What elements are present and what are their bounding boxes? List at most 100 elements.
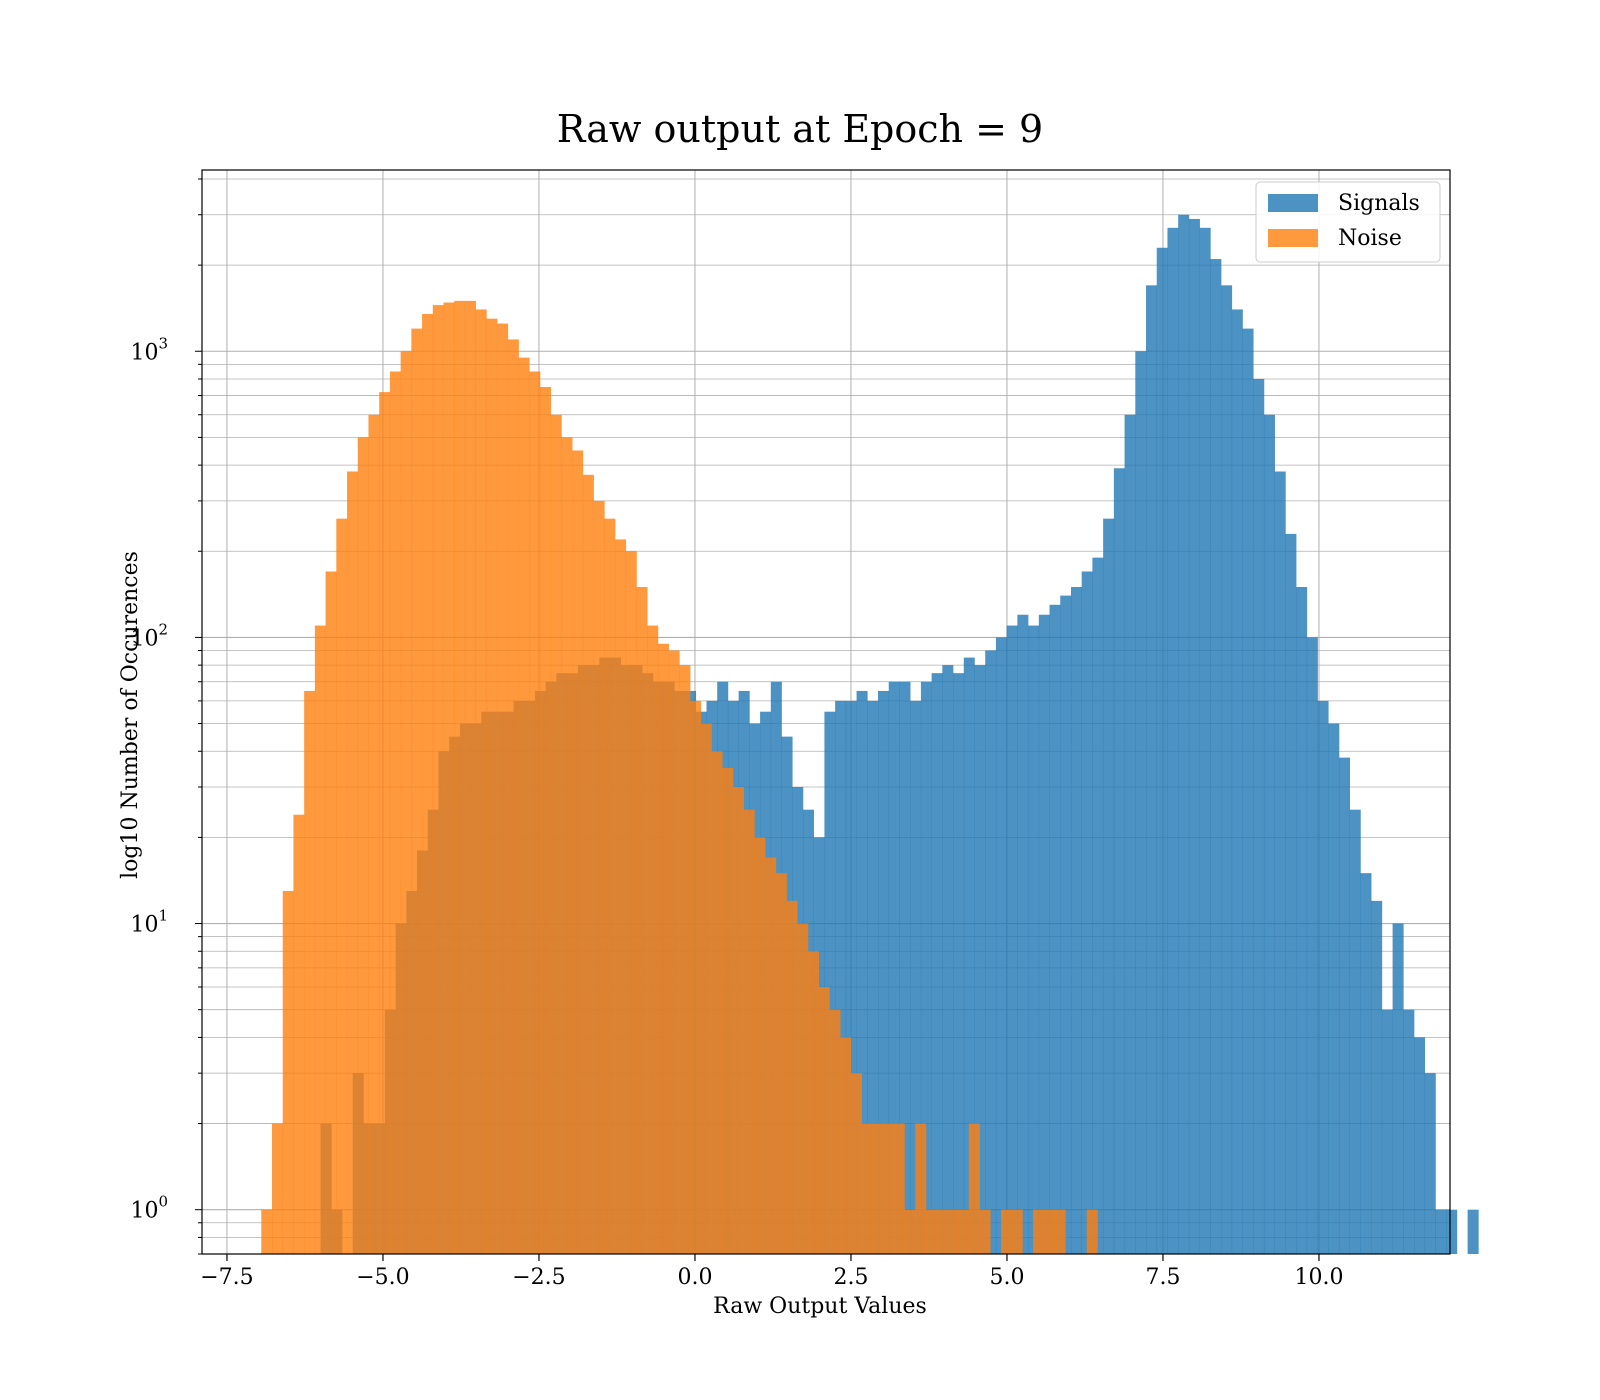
legend: Signals Noise [1255, 181, 1441, 263]
bar-signals [942, 665, 954, 1254]
y-tick-label: 100 [130, 1193, 168, 1224]
x-tick-label: 5.0 [989, 1265, 1024, 1290]
bar-noise [518, 357, 530, 1254]
bar-noise [925, 1209, 937, 1254]
bar-noise [582, 474, 594, 1254]
bar-signals [963, 657, 975, 1254]
bar-signals [1381, 1009, 1393, 1254]
bar-noise [464, 300, 476, 1254]
bar-noise [979, 1209, 991, 1254]
bar-noise [786, 900, 798, 1254]
bar-noise [840, 1037, 852, 1254]
bar-noise [797, 923, 809, 1254]
x-tick-label: −2.5 [512, 1265, 565, 1290]
bar-noise [454, 300, 466, 1254]
bar-noise [422, 313, 434, 1255]
legend-label-noise: Noise [1338, 226, 1402, 251]
bar-noise [272, 1123, 284, 1254]
bar-signals [1253, 378, 1265, 1254]
bar-signals [1296, 587, 1308, 1254]
bar-signals [1006, 625, 1018, 1254]
bar-noise [529, 371, 541, 1255]
bar-noise [347, 471, 359, 1254]
x-tick-label: −7.5 [200, 1265, 253, 1290]
bar-noise [700, 723, 712, 1254]
bar-signals [1317, 700, 1329, 1254]
x-tick-label: 2.5 [833, 1265, 868, 1290]
bar-signals [1285, 533, 1297, 1254]
bar-signals [1103, 518, 1115, 1254]
bar-noise [968, 1123, 980, 1254]
y-tick-label: 101 [130, 907, 168, 938]
bar-signals [1081, 571, 1093, 1254]
histogram-bars [261, 214, 1479, 1255]
bar-signals [1092, 557, 1104, 1254]
bar-signals [974, 665, 986, 1254]
bar-noise [540, 387, 552, 1254]
bar-noise [958, 1209, 970, 1254]
bar-signals [953, 673, 965, 1254]
bar-noise [711, 751, 723, 1254]
bar-noise [647, 625, 659, 1254]
legend-label-signals: Signals [1338, 191, 1420, 216]
bar-noise [1011, 1209, 1023, 1254]
bar-signals [1156, 247, 1168, 1254]
bar-signals [985, 650, 997, 1254]
bar-noise [808, 951, 820, 1254]
bar-noise [411, 328, 423, 1255]
bar-signals [1414, 1037, 1426, 1254]
bar-noise [261, 1209, 273, 1254]
bar-signals [1274, 471, 1286, 1254]
bar-noise [443, 302, 455, 1254]
bar-noise [679, 665, 691, 1254]
bar-noise [1086, 1209, 1098, 1254]
bar-signals [1392, 923, 1404, 1254]
bar-noise [379, 392, 391, 1255]
bar-signals [835, 700, 847, 1254]
bar-signals [1435, 1209, 1447, 1254]
bar-noise [915, 1123, 927, 1254]
bar-signals [1060, 595, 1072, 1254]
bar-noise [593, 500, 605, 1254]
bar-signals [1467, 1209, 1479, 1254]
bar-noise [336, 518, 348, 1254]
bar-noise [861, 1123, 873, 1254]
bar-signals [995, 637, 1007, 1254]
bar-signals [1338, 757, 1351, 1254]
y-tick-label: 102 [130, 620, 168, 651]
bar-noise [754, 837, 766, 1254]
bar-signals [1371, 900, 1383, 1254]
bar-noise [604, 518, 616, 1254]
bar-noise [293, 814, 305, 1254]
bar-signals [1424, 1073, 1436, 1254]
bar-noise [668, 650, 680, 1254]
bar-signals [1328, 723, 1340, 1254]
x-tick-label: 0.0 [677, 1265, 712, 1290]
bar-signals [845, 700, 857, 1254]
bar-signals [1263, 414, 1275, 1254]
bar-noise [400, 351, 412, 1254]
bar-noise [636, 587, 648, 1254]
bar-signals [1028, 625, 1040, 1254]
bar-noise [615, 539, 627, 1254]
bar-noise [775, 873, 787, 1254]
bar-noise [357, 437, 369, 1254]
bar-noise [722, 767, 734, 1254]
bar-noise [850, 1073, 862, 1254]
bar-noise [389, 371, 401, 1255]
bar-noise [690, 700, 702, 1254]
legend-swatch-signals [1268, 194, 1318, 212]
bar-signals [1306, 637, 1318, 1254]
bar-noise [936, 1209, 948, 1254]
bar-signals [1349, 809, 1361, 1254]
bar-noise [1043, 1209, 1055, 1254]
bar-noise [904, 1209, 916, 1254]
x-tick-label: 7.5 [1145, 1265, 1180, 1290]
bar-noise [732, 787, 744, 1254]
bar-noise [883, 1123, 895, 1254]
bar-noise [625, 551, 637, 1254]
bar-noise [486, 318, 498, 1254]
bar-noise [893, 1123, 905, 1254]
bar-signals [1446, 1209, 1458, 1254]
